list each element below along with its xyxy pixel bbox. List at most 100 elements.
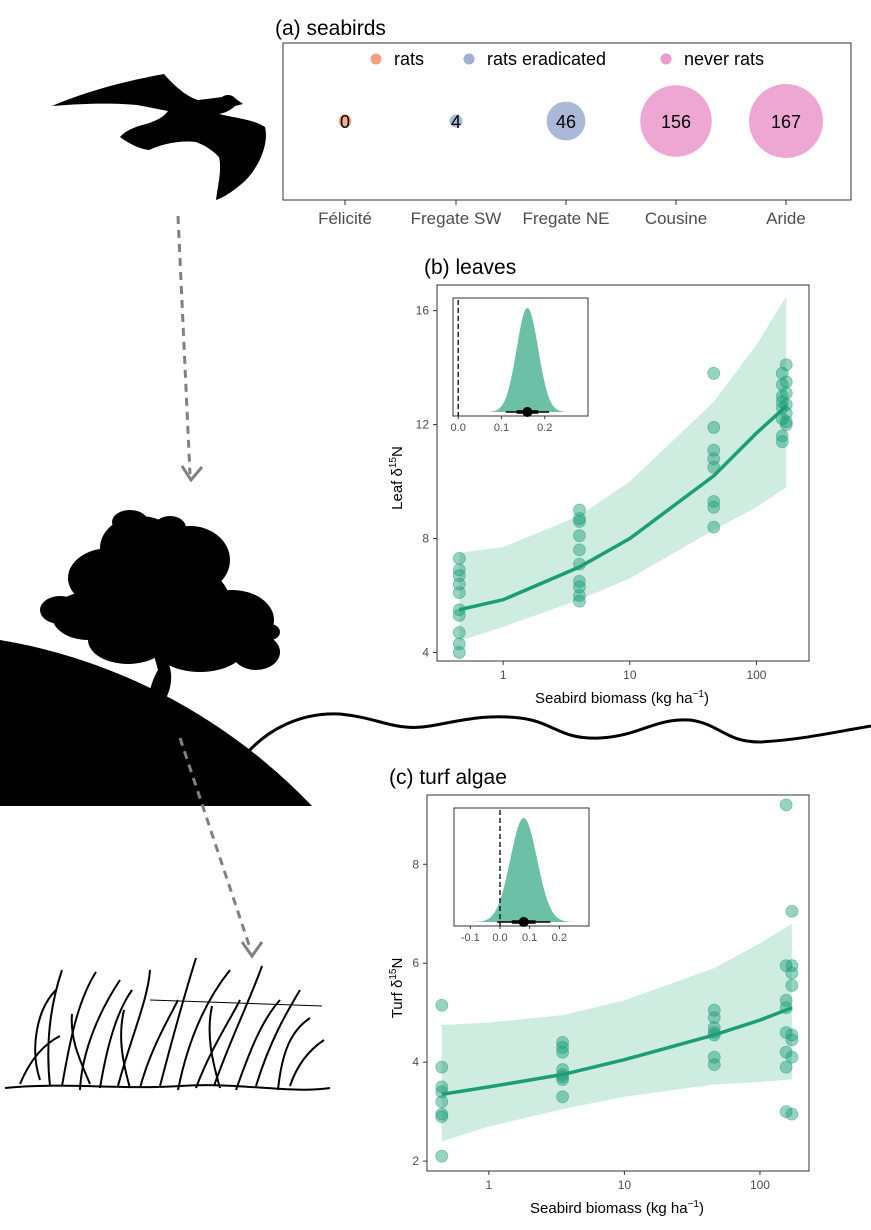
data-point xyxy=(785,904,799,918)
inset-x-tick-label-2: 0.1 xyxy=(522,932,537,944)
posterior-median xyxy=(522,407,533,417)
y-tick-label-3: 8 xyxy=(412,857,419,871)
data-point xyxy=(707,1050,721,1064)
sea-surface-line-icon xyxy=(246,712,871,754)
legend-label-2: never rats xyxy=(684,49,764,69)
data-point xyxy=(785,966,799,980)
y-tick-label-2: 6 xyxy=(412,956,419,970)
panel-a-bubbles: 0 4 46 156 167 xyxy=(338,84,823,158)
data-point xyxy=(707,1028,721,1042)
data-point xyxy=(452,552,466,565)
inset-x-tick-label-1: 0.1 xyxy=(494,422,509,434)
x-tick-label-1: 10 xyxy=(618,1178,632,1192)
data-point xyxy=(556,1040,569,1054)
bubble-3 xyxy=(640,85,712,157)
dashed-arrow-icon xyxy=(176,215,252,949)
data-point xyxy=(435,1085,449,1099)
bubble-label-4: 167 xyxy=(771,112,801,132)
data-point xyxy=(779,1060,793,1074)
data-point xyxy=(556,1073,569,1086)
arrow-head-icon xyxy=(180,465,264,959)
panel-c-plot-area xyxy=(435,798,799,1163)
data-point xyxy=(775,435,789,449)
seabird-silhouette-icon xyxy=(52,74,266,200)
data-point xyxy=(779,415,793,429)
bubble-label-0: 0 xyxy=(340,112,350,132)
panel-c-x-label: Seabird biomass (kg ha−1) xyxy=(530,1199,704,1217)
data-point xyxy=(435,1080,449,1094)
panel-b-title: (b) leaves xyxy=(424,256,516,279)
bubble-label-2: 46 xyxy=(556,112,576,132)
data-point xyxy=(707,1011,721,1025)
data-point xyxy=(573,515,586,528)
turf-algae-drawing-icon xyxy=(4,957,331,1091)
data-point xyxy=(573,529,586,543)
data-point xyxy=(779,798,793,812)
illustrations xyxy=(0,74,871,1091)
data-point xyxy=(452,586,466,600)
panel-b-axes: 1 10 100 4 8 12 16 xyxy=(416,304,767,682)
data-point xyxy=(435,1149,449,1163)
data-point xyxy=(435,998,449,1012)
legend-label-1: rats eradicated xyxy=(487,49,606,69)
inset-x-tick-label-2: 0.2 xyxy=(537,422,552,434)
tree-silhouette-icon xyxy=(40,510,280,702)
panel-c-title: (c) turf algae xyxy=(389,766,507,789)
data-point xyxy=(785,959,799,973)
data-point xyxy=(452,646,466,659)
credible-ribbon xyxy=(441,923,792,1142)
fit-line xyxy=(441,1006,793,1097)
data-point xyxy=(452,609,466,622)
data-point xyxy=(556,1045,569,1059)
x-tick-label-1: Fregate SW xyxy=(411,209,502,228)
bubble-2 xyxy=(546,101,586,141)
bubble-0 xyxy=(338,114,352,128)
data-point xyxy=(707,1021,721,1034)
data-point xyxy=(779,358,793,372)
legend-key-0 xyxy=(370,53,382,65)
x-tick-label-2: 100 xyxy=(746,668,766,682)
inset-x-tick-label-0: 0.0 xyxy=(451,422,466,434)
x-tick-label-0: Félicité xyxy=(318,209,372,228)
bubble-label-1: 4 xyxy=(451,112,461,132)
data-point xyxy=(707,1058,721,1072)
fit-line xyxy=(458,404,788,612)
x-tick-label-2: 100 xyxy=(750,1178,770,1192)
data-point xyxy=(707,460,721,474)
inset-x-tick-label-1: 0.0 xyxy=(492,932,507,944)
x-tick-label-3: Cousine xyxy=(645,209,707,228)
data-point xyxy=(556,1063,569,1076)
data-point xyxy=(785,1107,799,1121)
posterior-density xyxy=(484,308,571,412)
x-tick-label-0: 1 xyxy=(485,1178,492,1192)
legend-key-1 xyxy=(463,53,475,65)
bubble-1 xyxy=(449,114,463,128)
posterior-median xyxy=(518,917,529,927)
panel-b: (b) leaves 1 10 100 4 8 12 16 Seabird biomass … xyxy=(388,256,810,707)
data-point xyxy=(785,1028,799,1042)
panel-c-y-label: Turf δ15N xyxy=(388,958,406,1019)
y-tick-label-0: 2 xyxy=(412,1154,419,1168)
data-point xyxy=(785,1050,799,1064)
data-point xyxy=(435,1095,449,1109)
data-point xyxy=(785,979,799,992)
y-tick-label-0: 4 xyxy=(422,645,429,659)
data-point xyxy=(707,500,721,514)
data-point xyxy=(556,1035,569,1049)
data-point xyxy=(573,594,586,608)
posterior-density xyxy=(470,818,578,922)
data-point xyxy=(435,1060,449,1074)
data-point xyxy=(785,1033,799,1047)
y-tick-label-1: 4 xyxy=(412,1055,419,1069)
data-point xyxy=(573,557,586,571)
y-tick-label-2: 12 xyxy=(416,418,430,432)
x-tick-label-0: 1 xyxy=(500,668,507,682)
data-point xyxy=(779,993,793,1007)
data-point xyxy=(452,626,466,639)
panel-c: (c) turf algae 1 10 100 2 4 6 8 Seabird biomas… xyxy=(388,766,810,1217)
data-point xyxy=(779,386,793,400)
panel-a: (a) seabirds rats rats eradicated never ra… xyxy=(275,17,852,228)
island-hill-icon xyxy=(0,640,312,806)
data-point xyxy=(573,512,586,525)
